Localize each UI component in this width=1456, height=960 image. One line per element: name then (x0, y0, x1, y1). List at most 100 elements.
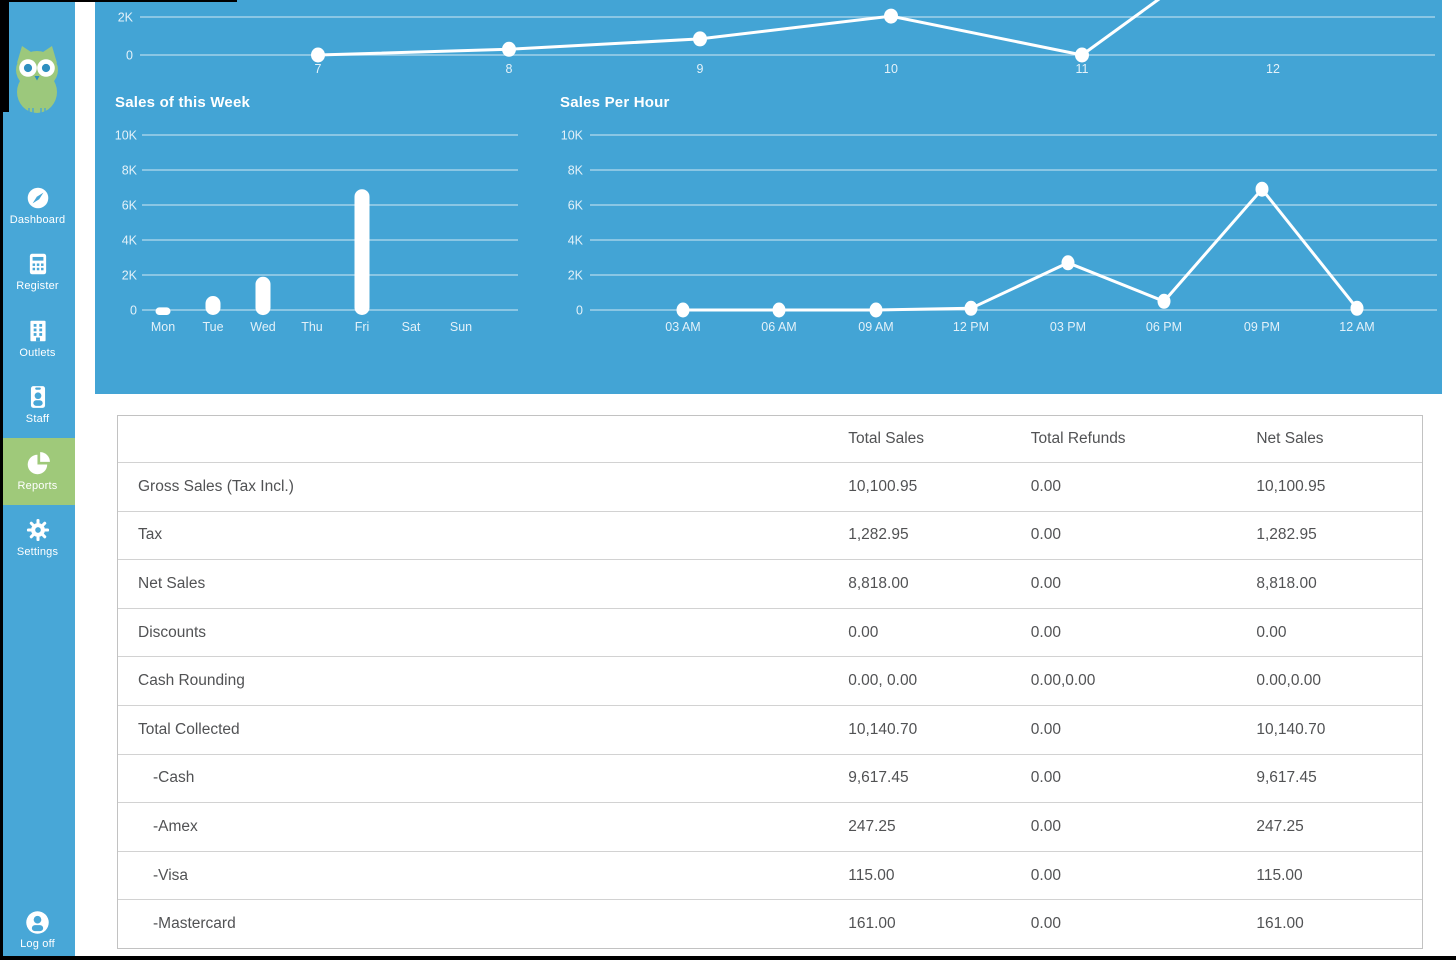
row-label: -Visa (153, 866, 189, 884)
svg-text:Sat: Sat (402, 320, 421, 334)
header-net-sales: Net Sales (1256, 430, 1324, 447)
sidebar-item-staff[interactable]: Staff (0, 372, 75, 439)
svg-text:11: 11 (1076, 62, 1089, 76)
svg-text:Mon: Mon (151, 320, 175, 334)
owl-logo[interactable] (9, 42, 65, 116)
hour-chart-title: Sales Per Hour (560, 94, 670, 111)
screen-edge-artifact (0, 0, 3, 960)
id-badge-icon (25, 384, 51, 410)
svg-text:4K: 4K (568, 234, 584, 248)
svg-text:09 PM: 09 PM (1244, 320, 1280, 334)
row-net-sales: 0.00 (1256, 623, 1287, 641)
row-net-sales: 247.25 (1256, 817, 1304, 835)
svg-text:6K: 6K (568, 199, 584, 213)
table-header-row: Total Sales Total Refunds Net Sales (118, 416, 1422, 462)
hourly-sales-trend-chart: 2K 0 7 8 9 10 11 12 (118, 0, 1435, 76)
svg-text:Fri: Fri (355, 320, 370, 334)
svg-text:Tue: Tue (202, 320, 223, 334)
row-net-sales: 115.00 (1256, 866, 1303, 884)
calculator-icon (25, 251, 51, 277)
row-label: -Mastercard (153, 915, 236, 933)
sidebar-item-label: Outlets (19, 346, 56, 359)
row-total-sales: 8,818.00 (848, 574, 909, 592)
sidebar-item-label: Reports (17, 479, 58, 492)
row-total-refunds: 0.00 (1030, 574, 1061, 592)
svg-text:4K: 4K (122, 234, 138, 248)
row-net-sales: 9,617.45 (1256, 769, 1317, 787)
svg-text:10K: 10K (115, 129, 138, 143)
table-row: Discounts 0.00 0.00 0.00 (118, 607, 1422, 657)
header-total-refunds: Total Refunds (1030, 430, 1126, 447)
table-row: Tax 1,282.95 0.00 1,282.95 (118, 510, 1422, 560)
svg-text:8: 8 (506, 62, 513, 76)
row-label: Tax (138, 526, 163, 544)
row-total-sales: 0.00 (848, 623, 879, 641)
row-label: Net Sales (138, 574, 206, 592)
row-total-refunds: 0.00 (1030, 866, 1061, 884)
sidebar-item-dashboard[interactable]: Dashboard (0, 172, 75, 239)
sidebar-item-label: Staff (25, 413, 50, 426)
row-total-sales: 115.00 (848, 866, 895, 884)
svg-text:12 AM: 12 AM (1339, 320, 1374, 334)
sidebar: Dashboard Register Outlets Staff Reports… (0, 0, 75, 960)
table-row: -Amex 247.25 0.00 247.25 (118, 802, 1422, 851)
svg-text:09 AM: 09 AM (858, 320, 893, 334)
svg-text:2K: 2K (122, 269, 138, 283)
sidebar-item-label: Settings (16, 546, 59, 559)
row-total-sales: 161.00 (848, 915, 896, 933)
sidebar-item-label: Register (16, 280, 59, 293)
row-total-sales: 1,282.95 (848, 526, 909, 544)
row-total-refunds: 0.00 (1030, 623, 1061, 641)
row-net-sales: 10,100.95 (1256, 477, 1326, 495)
sidebar-item-register[interactable]: Register (0, 239, 75, 306)
header-total-sales: Total Sales (848, 430, 925, 447)
sales-per-hour-chart: 0 2K 4K 6K 8K 10K 03 AM 06 AM 09 AM 12 PM 03 PM 06 … (561, 129, 1437, 334)
svg-text:2K: 2K (118, 11, 134, 25)
row-label: Total Collected (138, 720, 240, 738)
logoff-label: Log off (20, 938, 55, 950)
row-label: Cash Rounding (138, 672, 245, 690)
row-net-sales: 8,818.00 (1256, 574, 1317, 592)
row-total-refunds: 0.00,0.00 (1030, 672, 1096, 690)
table-row: -Cash 9,617.45 0.00 9,617.45 (118, 753, 1422, 803)
owl-icon (16, 46, 58, 113)
building-icon (25, 318, 51, 344)
table-row: Cash Rounding 0.00, 0.00 0.00,0.00 0.00,… (118, 656, 1422, 705)
svg-text:7: 7 (315, 62, 322, 76)
sales-summary-table: Total Sales Total Refunds Net Sales Gros… (117, 415, 1423, 949)
sidebar-item-label: Dashboard (9, 213, 66, 226)
svg-text:9: 9 (697, 62, 704, 76)
svg-text:8K: 8K (568, 164, 584, 178)
svg-text:0: 0 (126, 49, 133, 63)
person-circle-icon (24, 909, 51, 936)
sidebar-item-settings[interactable]: Settings (0, 505, 75, 572)
sidebar-item-outlets[interactable]: Outlets (0, 305, 75, 372)
row-total-sales: 10,140.70 (848, 720, 918, 738)
row-total-refunds: 0.00 (1030, 477, 1061, 495)
sidebar-nav: Dashboard Register Outlets Staff Reports… (0, 172, 75, 571)
svg-text:06 PM: 06 PM (1146, 320, 1182, 334)
svg-text:03 PM: 03 PM (1050, 320, 1086, 334)
row-total-refunds: 0.00 (1030, 817, 1061, 835)
row-net-sales: 161.00 (1256, 915, 1304, 933)
sidebar-item-reports[interactable]: Reports (0, 438, 75, 505)
svg-text:Thu: Thu (301, 320, 323, 334)
svg-text:0: 0 (130, 304, 137, 318)
svg-text:Sun: Sun (450, 320, 472, 334)
svg-text:12 PM: 12 PM (953, 320, 989, 334)
svg-text:12: 12 (1266, 62, 1280, 76)
row-total-refunds: 0.00 (1030, 915, 1061, 933)
screen-edge-artifact (0, 0, 237, 2)
table-row: Gross Sales (Tax Incl.) 10,100.95 0.00 1… (118, 462, 1422, 511)
row-label: Discounts (138, 623, 207, 641)
table-row: Total Collected 10,140.70 0.00 10,140.70 (118, 704, 1422, 754)
row-net-sales: 0.00,0.00 (1256, 672, 1322, 690)
pie-chart-icon (25, 451, 51, 477)
table-row: -Mastercard 161.00 0.00 161.00 (118, 899, 1422, 948)
compass-icon (25, 185, 51, 211)
row-total-refunds: 0.00 (1030, 769, 1061, 787)
sales-of-this-week-chart: 0 2K 4K 6K 8K 10K Mon Tue Wed Thu Fri Sat Sun (115, 129, 518, 334)
svg-text:10K: 10K (561, 129, 584, 143)
svg-text:10: 10 (884, 62, 898, 76)
logoff-button[interactable]: Log off (0, 909, 75, 950)
